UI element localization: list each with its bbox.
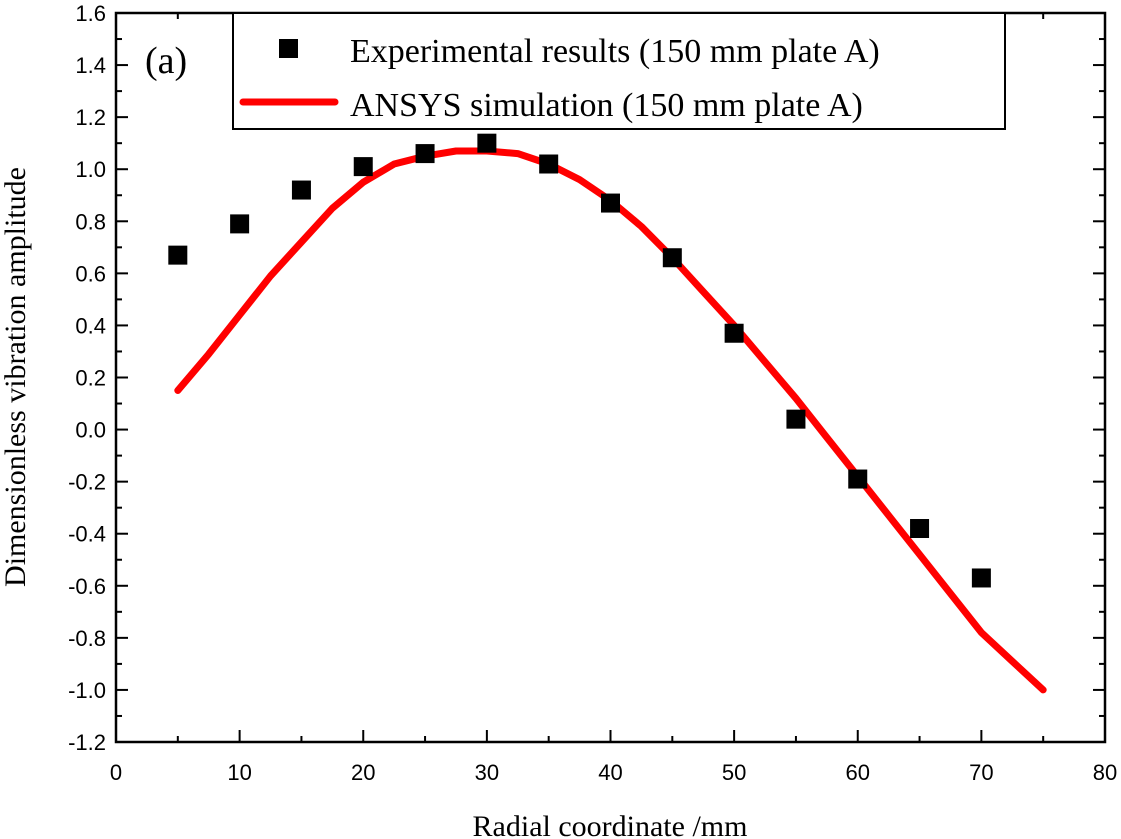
y-tick-label: 0.6: [75, 261, 106, 286]
x-tick-label: 70: [969, 760, 993, 785]
y-tick-label: -0.4: [68, 522, 106, 547]
y-tick-label: -0.6: [68, 574, 106, 599]
x-tick-label: 50: [722, 760, 746, 785]
y-axis-title: Dimensionless vibration amplitude: [0, 167, 32, 587]
experimental-point: [971, 568, 991, 588]
y-tick-label: 1.4: [75, 53, 106, 78]
legend-label-experimental: Experimental results (150 mm plate A): [350, 33, 880, 70]
y-tick-label: 0.4: [75, 313, 106, 338]
experimental-point: [415, 144, 435, 164]
plot-series: [168, 133, 1047, 694]
experimental-point: [601, 193, 620, 213]
y-tick-label: -1.2: [68, 730, 106, 755]
legend: Experimental results (150 mm plate A) AN…: [232, 12, 1006, 130]
x-tick-label: 40: [598, 760, 622, 785]
x-tick-label: 80: [1093, 760, 1117, 785]
y-tick-label: 1.6: [75, 1, 106, 26]
experimental-point: [230, 214, 250, 234]
experimental-point: [662, 248, 682, 268]
legend-label-simulation: ANSYS simulation (150 mm plate A): [350, 87, 863, 124]
experimental-point: [353, 157, 373, 177]
x-tick-label: 30: [475, 760, 499, 785]
experimental-point: [910, 519, 930, 539]
y-tick-label: 1.0: [75, 157, 106, 182]
x-tick-label: 20: [351, 760, 375, 785]
simulation-line: [174, 147, 1047, 694]
experimental-point: [786, 409, 806, 429]
experimental-point: [168, 245, 188, 265]
y-tick-label: 1.2: [75, 105, 106, 130]
y-tick-label: -1.0: [68, 678, 106, 703]
legend-box: [232, 12, 1006, 130]
experimental-point: [539, 154, 559, 174]
experimental-point: [848, 469, 868, 489]
legend-marker-experimental: [279, 39, 298, 58]
y-tick-label: 0.8: [75, 209, 106, 234]
y-tick-label: -0.2: [68, 470, 106, 495]
experimental-point: [477, 133, 497, 153]
y-tick-label: 0.2: [75, 366, 106, 391]
panel-label: (a): [145, 40, 187, 82]
y-tick-label: -0.8: [68, 626, 106, 651]
tick-labels: 0 10 20 30 40 50 60 70 80 -1.2 -1.0 -0.8 -0.6 -0.4 -0.…: [68, 1, 1117, 785]
x-tick-label: 10: [227, 760, 251, 785]
y-tick-label: 0.0: [75, 418, 106, 443]
x-tick-label: 60: [846, 760, 870, 785]
experimental-point: [724, 323, 744, 343]
x-tick-label: 0: [110, 760, 122, 785]
experimental-point: [291, 180, 311, 200]
x-axis-title: Radial coordinate /mm: [473, 810, 748, 839]
